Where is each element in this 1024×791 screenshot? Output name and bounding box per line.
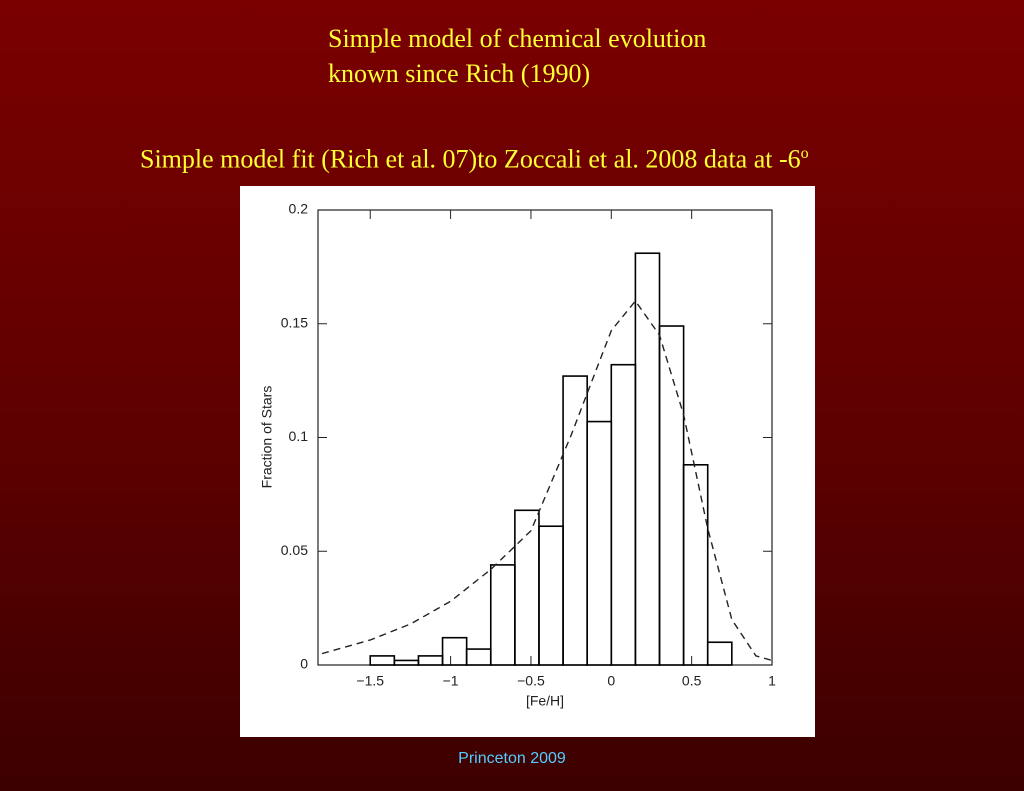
chart-background [240, 186, 815, 737]
x-tick-label: −1.5 [356, 673, 384, 689]
subtitle-text: Simple model fit (Rich et al. 07)to Zocc… [140, 144, 801, 174]
y-axis-label: Fraction of Stars [259, 386, 275, 489]
footer: Princeton 2009 [458, 750, 566, 767]
histogram-bar [682, 463, 709, 666]
x-tick-label: 1 [768, 673, 776, 689]
title-line: Simple model of chemical evolution [328, 24, 707, 53]
x-tick-label: 0.5 [682, 673, 702, 689]
x-tick-label: −0.5 [517, 673, 545, 689]
y-tick-label: 0 [300, 656, 308, 672]
model-curve [321, 299, 773, 662]
x-axis-label: [Fe/H] [526, 693, 564, 709]
title-line: known since Rich (1990) [328, 59, 591, 88]
y-tick-label: 0.05 [281, 542, 308, 558]
histogram-bar [706, 641, 733, 666]
x-tick-label: 0 [607, 673, 615, 689]
x-tick-label: −1 [443, 673, 459, 689]
y-tick-label: 0.15 [281, 314, 308, 330]
y-tick-label: 0.1 [289, 428, 309, 444]
subtitle-sup: o [800, 145, 809, 162]
subtitle: Simple model fit (Rich et al. 07)to Zocc… [140, 139, 809, 175]
y-tick-label: 0.2 [289, 201, 309, 217]
